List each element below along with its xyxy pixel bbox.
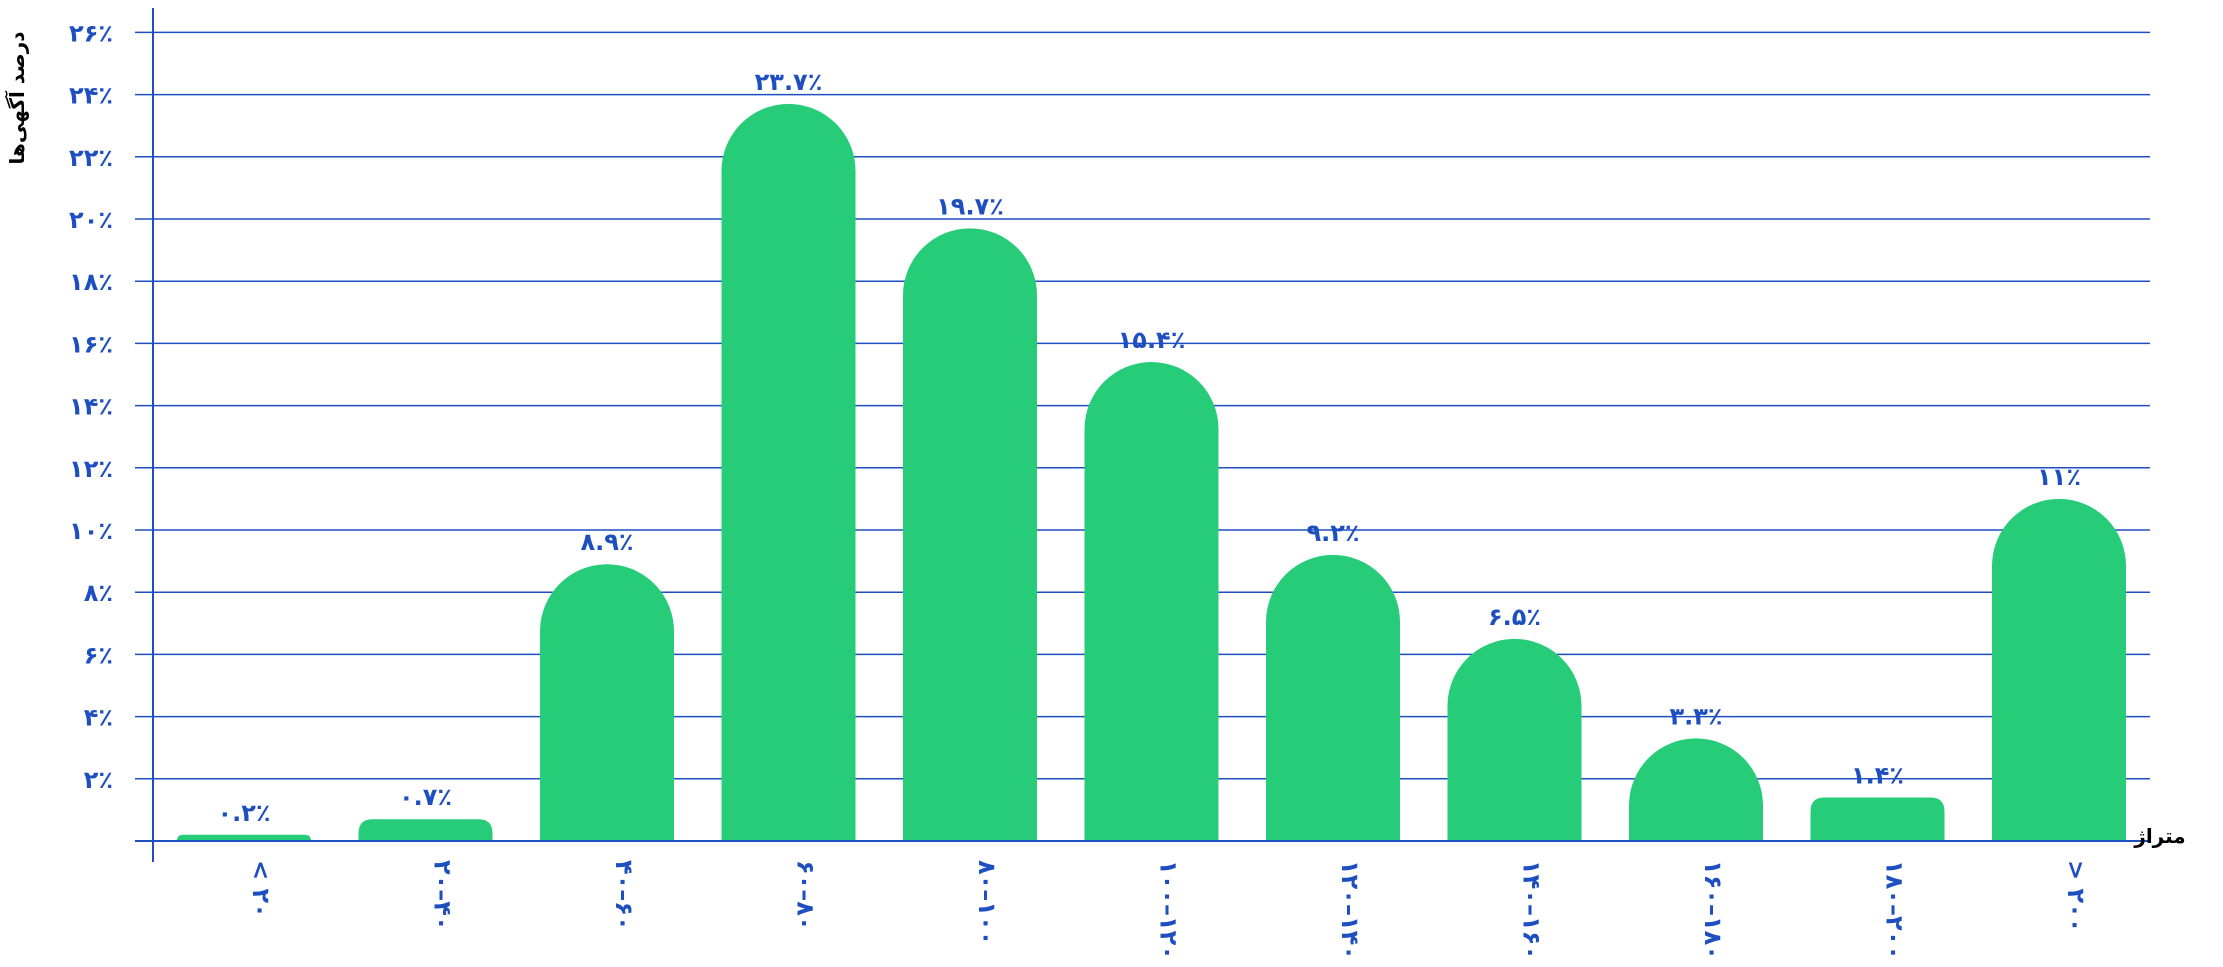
bar: [358, 819, 493, 841]
x-tick-label: ۱۸۰–۲۰۰: [1881, 860, 1909, 960]
y-tick-label: ۲۴٪: [69, 82, 113, 110]
bar: [177, 834, 311, 841]
bar: [1266, 554, 1400, 841]
y-tick-labels: ۲٪ ۴٪ ۶٪ ۸٪ ۱۰٪ ۱۲٪ ۱۴٪ ۱۶٪ ۱۸٪ ۲۰٪ ۲۲٪ ۲۴٪ ۲۶٪: [69, 19, 113, 793]
bar: [540, 564, 674, 841]
x-tick-label: ۱۲۰–۱۴۰: [1336, 860, 1364, 960]
x-tick-label: ۱۰۰–۱۲۰: [1155, 860, 1183, 960]
y-tick-label: ۲٪: [84, 766, 113, 794]
bars: [177, 103, 2126, 842]
bar: [1992, 498, 2126, 841]
data-label: ۹.۲٪: [1306, 519, 1359, 547]
bar: [1447, 638, 1582, 841]
x-tick-label: < ۲۰: [247, 860, 275, 918]
x-tick-label: ۸۰–۱۰۰: [973, 860, 1001, 945]
data-labels: ۰.۲٪ ۰.۷٪ ۸.۹٪ ۲۳.۷٪ ۱۹.۷٪ ۱۵.۴٪ ۹.۲٪ ۶.۵٪ ۳.۳٪ ۱…: [217, 68, 2081, 827]
y-tick-label: ۶٪: [84, 641, 113, 669]
data-label: ۳.۳٪: [1669, 702, 1722, 730]
bar: [903, 228, 1037, 842]
data-label: ۰.۷٪: [399, 783, 452, 811]
data-label: ۶.۵٪: [1488, 603, 1541, 631]
y-tick-label: ۲۰٪: [69, 206, 113, 234]
x-tick-labels: < ۲۰ ۲۰–۴۰ ۴۰–۶۰ ۶۰–۸۰ ۸۰–۱۰۰ ۱۰۰–۱۲۰ ۱۲۰–۱۴۰ ۱…: [247, 860, 2090, 960]
axes: [135, 8, 2150, 862]
x-axis-title: متراژ: [2133, 824, 2185, 848]
y-tick-label: ۱۸٪: [69, 268, 113, 296]
data-label: ۲۳.۷٪: [755, 68, 823, 96]
x-tick-label: ۱۴۰–۱۶۰: [1518, 860, 1546, 960]
y-tick-label: ۱۴٪: [69, 393, 113, 421]
x-tick-label: ۲۰–۴۰: [429, 860, 457, 931]
x-tick-label: > ۲۰۰: [2062, 860, 2090, 932]
x-tick-label: ۱۶۰–۱۸۰: [1699, 860, 1727, 960]
y-axis-title: درصد آگهی‌ها: [4, 32, 29, 165]
y-tick-label: ۴٪: [84, 704, 113, 732]
bar: [1810, 797, 1945, 841]
data-label: ۱۵.۴٪: [1118, 326, 1186, 354]
data-label: ۱۹.۷٪: [936, 192, 1004, 220]
y-tick-label: ۱۰٪: [69, 517, 113, 545]
bar: [1084, 362, 1219, 841]
y-tick-label: ۱۶٪: [69, 330, 113, 358]
data-label: ۱.۴٪: [1851, 761, 1904, 789]
bar: [721, 103, 856, 841]
x-tick-label: ۶۰–۸۰: [792, 860, 820, 931]
y-tick-label: ۲۲٪: [69, 144, 113, 172]
y-tick-label: ۲۶٪: [69, 19, 113, 47]
y-tick-label: ۸٪: [84, 579, 113, 607]
x-tick-label: ۴۰–۶۰: [610, 860, 638, 931]
bar: [1629, 738, 1763, 841]
data-label: ۸.۹٪: [580, 528, 633, 556]
data-label: ۰.۲٪: [217, 799, 270, 827]
data-label: ۱۱٪: [2037, 463, 2081, 491]
y-tick-label: ۱۲٪: [69, 455, 113, 483]
